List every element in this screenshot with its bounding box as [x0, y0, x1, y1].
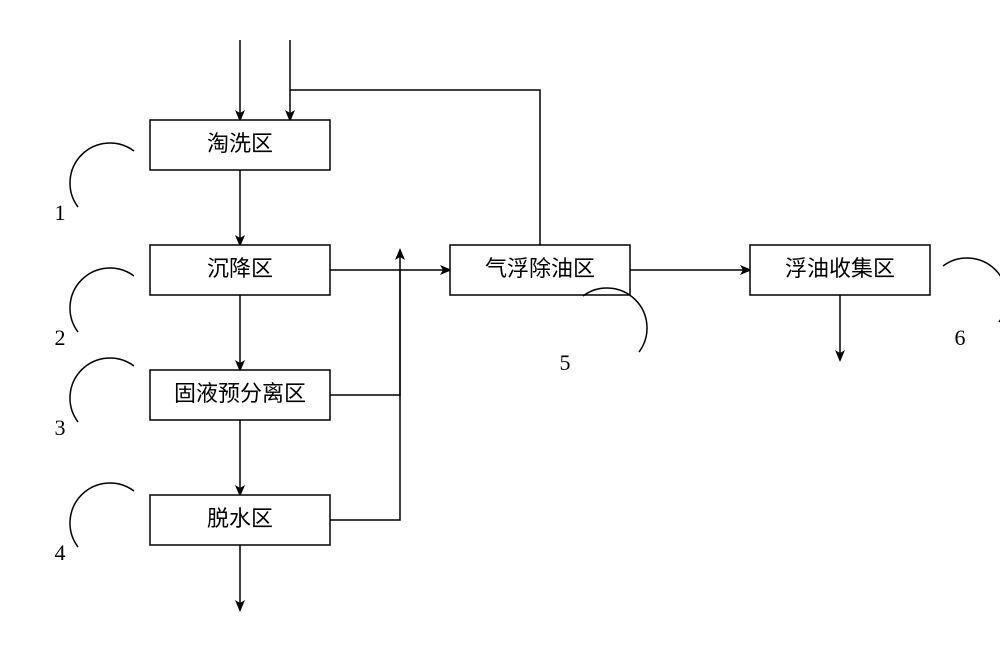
callout-arc — [70, 268, 134, 332]
callout-number: 4 — [55, 540, 66, 565]
callout-2: 2 — [55, 268, 135, 350]
callout-5: 5 — [560, 288, 648, 375]
callout-arc — [943, 258, 1000, 322]
callout-6: 6 — [943, 258, 1000, 350]
callout-number: 3 — [55, 415, 66, 440]
callout-number: 6 — [955, 325, 966, 350]
callout-arc — [70, 358, 134, 422]
node-n1: 淘洗区 — [150, 120, 330, 170]
callout-arc — [70, 143, 134, 207]
callout-1: 1 — [55, 143, 135, 225]
callout-number: 2 — [55, 325, 66, 350]
node-label: 浮油收集区 — [785, 256, 895, 281]
callout-arc — [70, 483, 134, 547]
node-label: 沉降区 — [207, 256, 273, 281]
node-n3: 固液预分离区 — [150, 370, 330, 420]
node-label: 脱水区 — [207, 506, 273, 531]
callout-number: 1 — [55, 200, 66, 225]
callout-number: 5 — [560, 350, 571, 375]
callout-arc — [583, 288, 647, 352]
flowchart-canvas: 淘洗区沉降区固液预分离区脱水区 气浮除油区 浮油收集区 1 2 3 4 5 6 — [0, 0, 1000, 659]
node-n4: 脱水区 — [150, 495, 330, 545]
edge-e4j — [330, 250, 400, 520]
edge-e3j — [330, 270, 400, 395]
callout-3: 3 — [55, 358, 135, 440]
node-n2: 沉降区 — [150, 245, 330, 295]
callout-4: 4 — [55, 483, 135, 565]
node-label: 气浮除油区 — [485, 256, 595, 281]
node-label: 固液预分离区 — [174, 381, 306, 406]
node-label: 淘洗区 — [207, 131, 273, 156]
node-n6: 浮油收集区 — [750, 245, 930, 295]
